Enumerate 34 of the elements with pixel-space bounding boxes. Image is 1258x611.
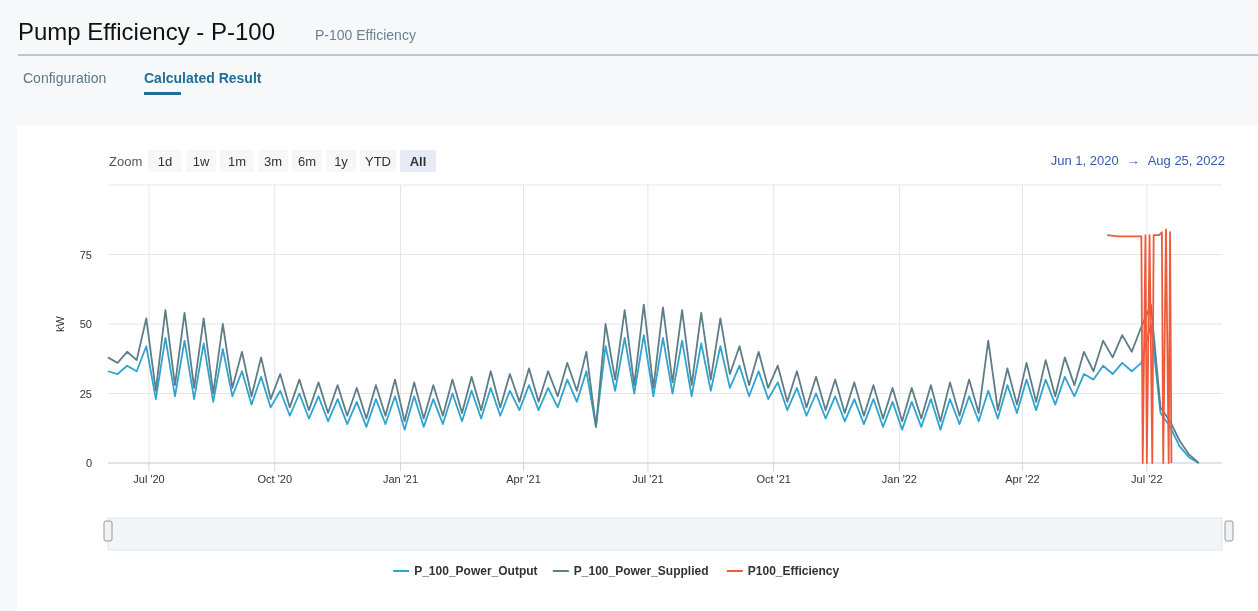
legend-label: P100_Efficiency <box>747 564 840 578</box>
y-axis-title: kW <box>54 315 66 332</box>
x-tick-label: Oct '21 <box>756 473 791 485</box>
text: Zoom <box>109 154 143 169</box>
text: Calculated Result <box>144 70 262 86</box>
text: 1w <box>192 154 210 169</box>
y-tick-label: 50 <box>79 318 92 330</box>
text: 1y <box>334 154 349 169</box>
x-tick-label: Jan '22 <box>881 473 917 485</box>
text: All <box>409 154 427 169</box>
legend-label: P_100_Power_Supplied <box>573 564 709 578</box>
x-tick-label: Jul '20 <box>133 473 165 485</box>
x-tick-label: Jul '21 <box>632 473 664 485</box>
x-tick-label: Oct '20 <box>257 473 293 485</box>
text: Aug 25, 2022 <box>1147 153 1225 168</box>
chart-subtitle: P-100 Efficiency <box>315 27 416 43</box>
text: 1d <box>157 154 173 169</box>
y-tick-label: 75 <box>79 248 92 261</box>
text: Jun 1, 2020 <box>1050 153 1119 168</box>
x-tick-label: Apr '22 <box>1005 473 1040 485</box>
x-tick-label: Jan '21 <box>382 473 419 485</box>
text: → <box>1126 153 1140 168</box>
y-tick-label: 25 <box>79 387 92 400</box>
chart-title: Pump Efficiency - P-100 <box>18 18 276 45</box>
x-tick-label: Apr '21 <box>506 473 541 485</box>
y-tick-label: 0 <box>85 457 92 469</box>
text: Configuration <box>23 70 107 86</box>
legend-label: P_100_Power_Output <box>414 564 538 578</box>
line-series <box>1106 228 1173 464</box>
text: 1m <box>227 154 247 169</box>
text: 6m <box>297 154 317 169</box>
x-tick-label: Jul '22 <box>1131 473 1163 485</box>
text: YTD <box>365 154 391 169</box>
text: 3m <box>263 154 283 169</box>
